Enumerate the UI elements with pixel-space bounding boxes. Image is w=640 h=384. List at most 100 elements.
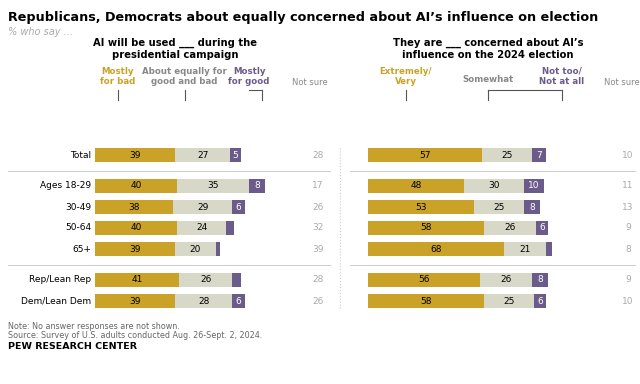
Bar [249, 179, 265, 193]
Bar [536, 221, 548, 235]
Text: 26: 26 [312, 296, 324, 306]
Text: 10: 10 [622, 296, 634, 306]
Text: 28: 28 [198, 296, 209, 306]
Bar [368, 294, 484, 308]
Text: 6: 6 [537, 296, 543, 306]
Text: 39: 39 [129, 296, 141, 306]
Bar [368, 200, 474, 214]
Bar [230, 148, 241, 162]
Bar [175, 242, 216, 256]
Bar [368, 179, 464, 193]
Text: 11: 11 [622, 182, 634, 190]
Text: 30-49: 30-49 [65, 202, 91, 212]
Bar [95, 148, 175, 162]
Text: PEW RESEARCH CENTER: PEW RESEARCH CENTER [8, 342, 137, 351]
Text: Mostly
for bad: Mostly for bad [100, 67, 136, 86]
Text: 35: 35 [207, 182, 219, 190]
Bar [524, 179, 544, 193]
Bar [179, 273, 232, 287]
Bar [175, 294, 232, 308]
Bar [232, 273, 241, 287]
Text: Total: Total [70, 151, 91, 159]
Text: 28: 28 [312, 151, 324, 159]
Text: 56: 56 [419, 275, 429, 285]
Text: Somewhat: Somewhat [462, 75, 514, 84]
Bar [216, 242, 220, 256]
Text: 39: 39 [129, 245, 141, 253]
Bar [524, 200, 540, 214]
Bar [95, 242, 175, 256]
Bar [534, 294, 546, 308]
Bar [504, 242, 546, 256]
Text: 39: 39 [312, 245, 324, 253]
Text: 25: 25 [501, 151, 513, 159]
Bar [532, 148, 546, 162]
Text: 5: 5 [232, 151, 238, 159]
Text: 58: 58 [420, 223, 432, 232]
Text: 24: 24 [196, 223, 207, 232]
Text: Extremely/
Very: Extremely/ Very [380, 67, 432, 86]
Text: 8: 8 [529, 202, 535, 212]
Bar [482, 148, 532, 162]
Bar [95, 221, 177, 235]
Text: Mostly
for good: Mostly for good [228, 67, 269, 86]
Text: 50-64: 50-64 [65, 223, 91, 232]
Text: 20: 20 [190, 245, 201, 253]
Text: 58: 58 [420, 296, 432, 306]
Text: 41: 41 [131, 275, 143, 285]
Bar [95, 200, 173, 214]
Text: 10: 10 [622, 151, 634, 159]
Bar [95, 294, 175, 308]
Text: 26: 26 [504, 223, 516, 232]
Text: 30: 30 [488, 182, 500, 190]
Text: 6: 6 [539, 223, 545, 232]
Bar [368, 148, 482, 162]
Text: 39: 39 [129, 151, 141, 159]
Text: 65+: 65+ [72, 245, 91, 253]
Bar [368, 242, 504, 256]
Bar [177, 179, 249, 193]
Text: 27: 27 [197, 151, 208, 159]
Bar [368, 273, 480, 287]
Text: 32: 32 [312, 223, 324, 232]
Bar [480, 273, 532, 287]
Text: Not sure: Not sure [292, 78, 328, 87]
Text: 8: 8 [254, 182, 260, 190]
Text: 38: 38 [128, 202, 140, 212]
Text: 25: 25 [503, 296, 515, 306]
Text: 26: 26 [500, 275, 512, 285]
Text: Not sure: Not sure [604, 78, 640, 87]
Text: % who say ...: % who say ... [8, 27, 73, 37]
Bar [546, 242, 552, 256]
Bar [232, 200, 244, 214]
Text: Rep/Lean Rep: Rep/Lean Rep [29, 275, 91, 285]
Bar [368, 221, 484, 235]
Bar [474, 200, 524, 214]
Bar [484, 294, 534, 308]
Text: 7: 7 [536, 151, 542, 159]
Text: AI will be used ___ during the
presidential campaign: AI will be used ___ during the president… [93, 38, 257, 60]
Text: 57: 57 [419, 151, 431, 159]
Bar [532, 273, 548, 287]
Text: About equally for
good and bad: About equally for good and bad [141, 67, 227, 86]
Text: 25: 25 [493, 202, 505, 212]
Text: 28: 28 [312, 275, 324, 285]
Bar [232, 294, 244, 308]
Text: 9: 9 [625, 275, 631, 285]
Text: They are ___ concerned about AI’s
influence on the 2024 election: They are ___ concerned about AI’s influe… [393, 38, 583, 60]
Text: 26: 26 [200, 275, 211, 285]
Text: Not too/
Not at all: Not too/ Not at all [540, 67, 584, 86]
Text: 40: 40 [131, 223, 141, 232]
Text: Republicans, Democrats about equally concerned about AI’s influence on election: Republicans, Democrats about equally con… [8, 11, 598, 24]
Text: 6: 6 [236, 202, 241, 212]
Text: 21: 21 [519, 245, 531, 253]
Text: Note: No answer responses are not shown.: Note: No answer responses are not shown. [8, 322, 180, 331]
Text: 8: 8 [625, 245, 631, 253]
Bar [226, 221, 234, 235]
Text: 26: 26 [312, 202, 324, 212]
Text: 68: 68 [430, 245, 442, 253]
Bar [484, 221, 536, 235]
Text: 13: 13 [622, 202, 634, 212]
Bar [95, 179, 177, 193]
Bar [95, 273, 179, 287]
